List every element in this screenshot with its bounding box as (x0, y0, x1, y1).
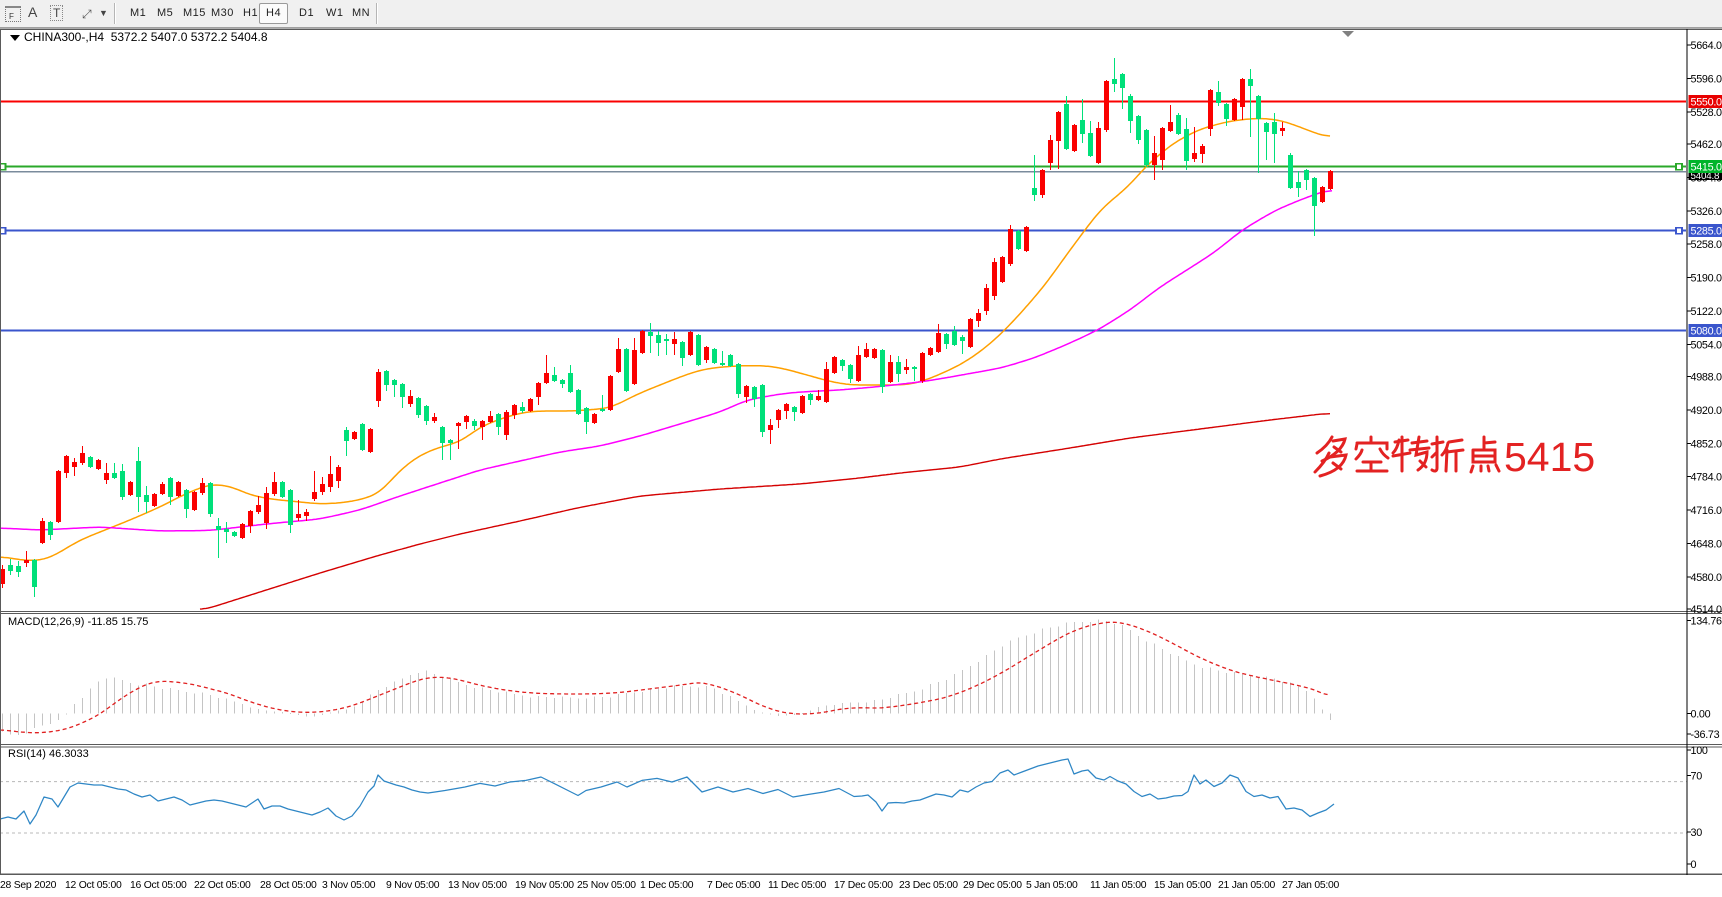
svg-text:5462.0: 5462.0 (1691, 139, 1722, 151)
svg-text:17 Dec 05:00: 17 Dec 05:00 (834, 880, 893, 891)
svg-text:4852.0: 4852.0 (1691, 438, 1722, 450)
svg-text:28 Sep 2020: 28 Sep 2020 (0, 880, 57, 891)
svg-text:5415: 5415 (1504, 434, 1595, 480)
svg-text:12 Oct 05:00: 12 Oct 05:00 (65, 880, 122, 891)
svg-text:23 Dec 05:00: 23 Dec 05:00 (899, 880, 958, 891)
svg-text:4784.0: 4784.0 (1691, 472, 1722, 484)
svg-text:5 Jan 05:00: 5 Jan 05:00 (1026, 880, 1078, 891)
svg-text:100: 100 (1691, 745, 1708, 757)
svg-text:-36.73: -36.73 (1691, 729, 1720, 741)
svg-text:11 Dec 05:00: 11 Dec 05:00 (768, 880, 827, 891)
svg-text:15 Jan 05:00: 15 Jan 05:00 (1154, 880, 1212, 891)
svg-text:4716.0: 4716.0 (1691, 505, 1722, 517)
svg-text:11 Jan 05:00: 11 Jan 05:00 (1090, 880, 1147, 891)
svg-text:5190.0: 5190.0 (1691, 273, 1722, 285)
svg-text:CHINA300-,H4 5372.2 5407.0 53: CHINA300-,H4 5372.2 5407.0 5372.2 5404.8 (24, 30, 268, 44)
svg-text:4648.0: 4648.0 (1691, 538, 1722, 550)
svg-text:13 Nov 05:00: 13 Nov 05:00 (448, 880, 507, 891)
svg-text:0: 0 (1691, 859, 1697, 871)
svg-text:1 Dec 05:00: 1 Dec 05:00 (640, 880, 694, 891)
svg-text:5528.0: 5528.0 (1691, 107, 1722, 119)
svg-text:5415.0: 5415.0 (1691, 161, 1722, 173)
svg-text:9 Nov 05:00: 9 Nov 05:00 (386, 880, 440, 891)
svg-text:70: 70 (1691, 771, 1703, 783)
svg-text:5080.0: 5080.0 (1691, 326, 1722, 338)
svg-text:134.76: 134.76 (1691, 616, 1722, 628)
svg-text:30: 30 (1691, 827, 1703, 839)
svg-text:3 Nov 05:00: 3 Nov 05:00 (322, 880, 376, 891)
svg-text:5054.0: 5054.0 (1691, 339, 1722, 351)
svg-text:0.00: 0.00 (1691, 709, 1711, 721)
svg-text:5550.0: 5550.0 (1691, 97, 1722, 109)
svg-text:5326.0: 5326.0 (1691, 206, 1722, 218)
svg-text:5285.0: 5285.0 (1691, 226, 1722, 238)
svg-text:4514.0: 4514.0 (1691, 604, 1722, 616)
svg-text:4580.0: 4580.0 (1691, 572, 1722, 584)
svg-text:22 Oct 05:00: 22 Oct 05:00 (194, 880, 251, 891)
svg-text:21 Jan 05:00: 21 Jan 05:00 (1218, 880, 1276, 891)
svg-text:19 Nov 05:00: 19 Nov 05:00 (515, 880, 574, 891)
svg-text:16 Oct 05:00: 16 Oct 05:00 (130, 880, 187, 891)
svg-text:27 Jan 05:00: 27 Jan 05:00 (1282, 880, 1340, 891)
svg-text:7 Dec 05:00: 7 Dec 05:00 (707, 880, 761, 891)
svg-text:29 Dec 05:00: 29 Dec 05:00 (963, 880, 1022, 891)
svg-text:5664.0: 5664.0 (1691, 40, 1722, 52)
svg-text:5122.0: 5122.0 (1691, 306, 1722, 318)
svg-text:MACD(12,26,9) -11.85 15.75: MACD(12,26,9) -11.85 15.75 (8, 616, 148, 628)
svg-text:4988.0: 4988.0 (1691, 372, 1722, 384)
svg-text:25 Nov 05:00: 25 Nov 05:00 (577, 880, 636, 891)
svg-text:5596.0: 5596.0 (1691, 73, 1722, 85)
svg-text:28 Oct 05:00: 28 Oct 05:00 (260, 880, 317, 891)
svg-text:RSI(14) 46.3033: RSI(14) 46.3033 (8, 748, 89, 760)
svg-text:4920.0: 4920.0 (1691, 405, 1722, 417)
svg-text:5258.0: 5258.0 (1691, 239, 1722, 251)
